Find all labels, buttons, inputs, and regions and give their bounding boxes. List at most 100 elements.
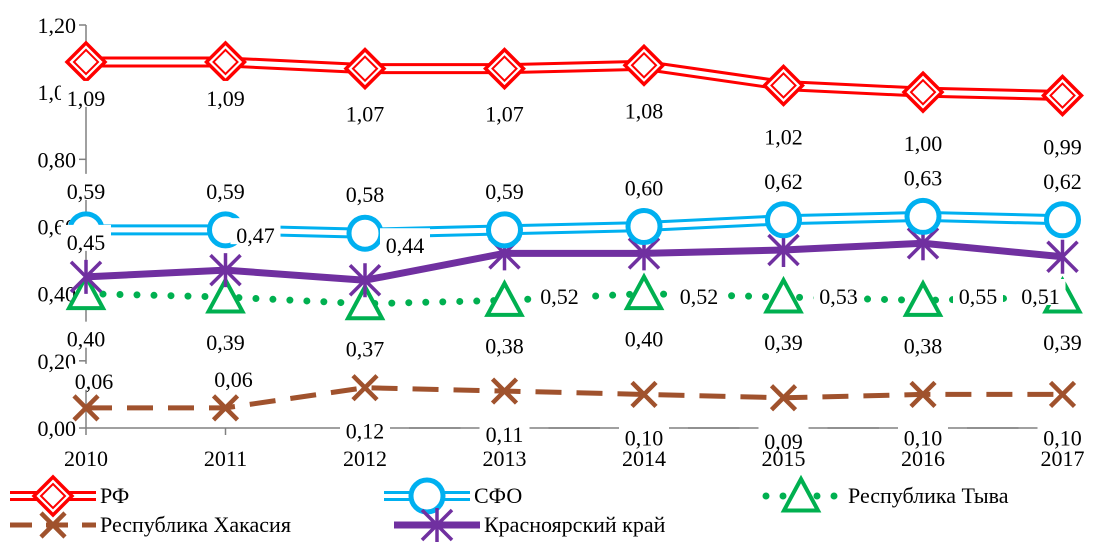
data-label-khakassia: 0,06 bbox=[214, 367, 253, 392]
data-label-krasnoyarsk: 0,47 bbox=[236, 223, 275, 248]
data-label-krasnoyarsk: 0,45 bbox=[67, 230, 106, 255]
data-label-bg bbox=[230, 218, 281, 245]
data-label-khakassia: 0,06 bbox=[75, 369, 114, 394]
data-label-bg bbox=[674, 279, 724, 305]
marker-krasnoyarsk bbox=[209, 253, 242, 288]
data-label-khakassia: 0,12 bbox=[346, 419, 385, 444]
legend-entry-tyva: Республика Тыва bbox=[762, 474, 1009, 513]
marker-khakassia bbox=[72, 394, 100, 422]
data-label-bg bbox=[479, 96, 530, 123]
marker-rf bbox=[64, 40, 108, 84]
data-label-bg bbox=[200, 325, 251, 352]
data-label-krasnoyarsk: 0,51 bbox=[1021, 284, 1060, 309]
marker-khakassia bbox=[1048, 380, 1077, 409]
data-label-sfo: 0,58 bbox=[346, 182, 385, 207]
legend-entry-rf: РФ bbox=[10, 474, 129, 518]
legend: РФ СФО Республика Тыва Республика Хакасия Кр… bbox=[10, 474, 1009, 542]
marker-tyva bbox=[763, 275, 804, 314]
data-label-bg bbox=[758, 423, 809, 450]
data-label-khakassia: 0,11 bbox=[486, 422, 524, 447]
y-tick-label: 0,00 bbox=[38, 416, 77, 441]
data-label-bg bbox=[898, 126, 948, 153]
data-label-bg bbox=[619, 93, 669, 120]
marker-tyva bbox=[623, 272, 665, 311]
x-tick-label: 2017 bbox=[1041, 446, 1085, 471]
data-label-bg bbox=[898, 328, 948, 355]
data-label-bg bbox=[1037, 420, 1088, 447]
data-label-bg bbox=[758, 119, 809, 146]
y-tick-label: 0,80 bbox=[38, 147, 77, 172]
data-label-bg bbox=[380, 228, 430, 255]
data-label-bg bbox=[813, 279, 864, 305]
legend-label: СФО bbox=[474, 483, 522, 508]
data-label-bg bbox=[61, 80, 111, 107]
data-label-bg bbox=[479, 417, 530, 444]
data-label-bg bbox=[208, 361, 259, 388]
x-tick-label: 2014 bbox=[622, 446, 666, 471]
marker-khakassia bbox=[490, 377, 519, 405]
marker-khakassia bbox=[769, 384, 798, 412]
data-label-bg bbox=[1015, 279, 1066, 305]
data-label-khakassia: 0,10 bbox=[904, 425, 943, 450]
data-label-bg bbox=[953, 279, 1003, 305]
marker-rf bbox=[483, 47, 526, 91]
marker-sfo bbox=[904, 197, 942, 235]
data-label-bg bbox=[898, 160, 948, 187]
x-tick-label: 2015 bbox=[762, 446, 806, 471]
data-label-bg bbox=[200, 173, 251, 200]
data-label-krasnoyarsk: 0,52 bbox=[680, 284, 719, 309]
marker-rf bbox=[622, 43, 666, 87]
data-label-bg bbox=[340, 413, 390, 440]
data-label-bg bbox=[340, 331, 390, 358]
data-label-rf: 1,09 bbox=[67, 86, 106, 111]
legend-label: Республика Тыва bbox=[848, 483, 1009, 508]
data-label-sfo: 0,59 bbox=[485, 179, 524, 204]
marker-tyva bbox=[205, 275, 246, 314]
series-line-rf bbox=[86, 56, 1063, 102]
marker-tyva bbox=[484, 279, 525, 317]
marker-khakassia bbox=[630, 380, 658, 409]
marker-khakassia bbox=[351, 374, 379, 402]
data-label-bg bbox=[534, 279, 585, 305]
data-label-bg bbox=[1037, 325, 1088, 352]
legend-marker bbox=[39, 511, 67, 539]
series-lines bbox=[64, 40, 1084, 422]
data-label-khakassia: 0,10 bbox=[625, 425, 664, 450]
x-tick-label: 2016 bbox=[901, 446, 945, 471]
data-label-bg bbox=[1037, 129, 1088, 156]
series-line-krasnoyarsk bbox=[85, 239, 1063, 284]
marker-krasnoyarsk bbox=[767, 233, 800, 268]
data-label-sfo: 0,62 bbox=[1043, 169, 1082, 194]
marker-rf bbox=[762, 63, 805, 107]
data-label-tyva: 0,39 bbox=[764, 330, 803, 355]
data-label-bg bbox=[758, 325, 809, 352]
data-label-sfo: 0,59 bbox=[67, 179, 106, 204]
marker-krasnoyarsk bbox=[348, 263, 382, 298]
marker-tyva bbox=[902, 279, 944, 317]
legend-entry-khakassia: Республика Хакасия bbox=[10, 511, 291, 539]
marker-khakassia bbox=[909, 380, 937, 409]
legend-label: Республика Хакасия bbox=[100, 512, 291, 537]
x-tick-label: 2011 bbox=[204, 446, 247, 471]
data-label-krasnoyarsk: 0,55 bbox=[959, 284, 998, 309]
marker-sfo bbox=[625, 208, 663, 245]
data-label-bg bbox=[619, 170, 669, 197]
data-label-bg bbox=[340, 96, 390, 123]
legend-label: РФ bbox=[100, 483, 129, 508]
data-label-rf: 0,99 bbox=[1043, 135, 1082, 160]
marker-sfo bbox=[1044, 201, 1081, 239]
data-label-sfo: 0,62 bbox=[764, 169, 803, 194]
data-label-khakassia: 0,10 bbox=[1043, 425, 1082, 450]
data-label-bg bbox=[61, 173, 111, 200]
marker-krasnoyarsk bbox=[69, 259, 103, 294]
data-label-tyva: 0,38 bbox=[485, 333, 524, 358]
legend-marker bbox=[408, 477, 446, 515]
data-label-sfo: 0,63 bbox=[904, 165, 943, 190]
data-label-bg bbox=[340, 177, 390, 204]
data-label-krasnoyarsk: 0,53 bbox=[819, 284, 858, 309]
data-label-rf: 1,08 bbox=[625, 98, 664, 123]
marker-khakassia bbox=[211, 394, 240, 422]
data-label-tyva: 0,39 bbox=[206, 330, 245, 355]
data-label-krasnoyarsk: 0,52 bbox=[540, 284, 579, 309]
